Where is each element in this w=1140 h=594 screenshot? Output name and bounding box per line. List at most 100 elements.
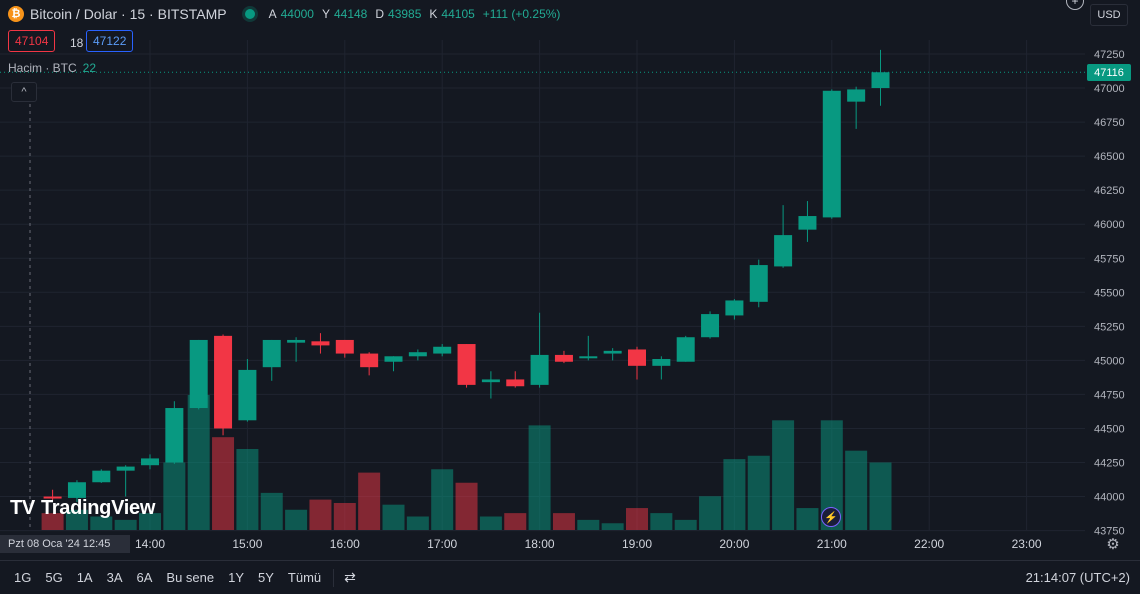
candle-body [798,216,817,230]
volume-bar [41,513,64,530]
candle-body [92,470,111,483]
volume-bar [236,449,259,530]
candle-body [214,335,233,429]
candle-body [701,314,720,338]
price-tick-label: 46250 [1094,185,1125,197]
volume-bar [163,462,186,530]
price-tick-label: 46750 [1094,117,1125,129]
candle-body [603,350,622,354]
candle-body [408,352,427,357]
ohlc-label-close: K [429,7,438,21]
volume-bar [187,395,210,530]
volume-bar [820,420,843,530]
candle-body [725,300,744,316]
volume-bar [626,508,648,530]
range-all-button[interactable]: Tümü [287,570,322,585]
volume-bar [552,513,575,530]
candle-body [116,466,135,471]
candle-body [433,346,452,354]
date-range-calendar-icon[interactable]: ⇄ [344,569,356,585]
range-ytd-button[interactable]: Bu sene [166,570,215,585]
sell-price-button[interactable]: 47104 [8,30,56,52]
price-tick-label: 45000 [1094,355,1125,367]
ohlc-value-open: 44000 [280,7,314,21]
volume-bar [309,499,332,530]
collapse-legend-chevron-up-icon[interactable]: ^ [11,82,37,102]
tradingview-logo-text: TradingView [40,497,156,519]
price-tick-label: 44750 [1094,389,1125,401]
lightning-bolt-icon[interactable]: ⚡ [821,507,841,527]
candle-body [652,359,671,366]
price-tick-label: 44000 [1094,492,1125,504]
volume-bar [90,516,113,530]
ohlc-value-close: 44105 [441,7,475,21]
bottom-toolbar: 1G 5G 1A 3A 6A Bu sene 1Y 5Y Tümü ⇄ 21:1… [0,560,1140,594]
range-1a-button[interactable]: 1A [76,570,93,585]
time-tick-label: 14:00 [135,537,165,551]
candle-body [749,265,768,302]
range-6a-button[interactable]: 6A [136,570,153,585]
volume-bar [699,496,722,530]
volume-value: 22 [82,61,97,75]
candle-body [676,337,695,362]
volume-bar [504,513,527,530]
range-5y-button[interactable]: 5Y [258,570,274,585]
tradingview-logo-mark-icon: TV [10,497,35,519]
price-tick-label: 45500 [1094,287,1125,299]
volume-bar [479,516,502,530]
currency-selector[interactable]: USD [1090,4,1128,26]
candle-body [43,496,62,499]
time-tick-label: 16:00 [330,537,360,551]
price-tick-label: 43750 [1094,526,1125,538]
candle-body [360,353,379,368]
price-tick-label: 44250 [1094,458,1125,470]
volume-bar [869,462,892,530]
price-tick-label: 46500 [1094,151,1125,163]
range-1y-button[interactable]: 1Y [228,570,245,585]
time-tick-label: 20:00 [719,537,749,551]
buy-price-button[interactable]: 47122 [86,30,134,52]
price-tick-label: 47250 [1094,49,1125,61]
bitcoin-icon: ₿ [8,6,24,22]
candle-body [457,344,476,385]
time-tick-label: 19:00 [622,537,652,551]
volume-bar [212,437,235,530]
volume-bar [139,513,161,530]
symbol-header[interactable]: ₿ Bitcoin / Dolar · 15 · BITSTAMP A 44000… [8,4,564,24]
candle-body [189,339,208,409]
price-chart[interactable]: 47250 47000 46750 46500 46250 46000 45750 45500… [0,0,1140,560]
volume-label: Hacim · BTC [8,61,77,75]
ohlc-value-low: 43985 [388,7,422,21]
candle-body [262,339,281,368]
spread-value: 18 [70,36,84,50]
range-3a-button[interactable]: 3A [106,570,123,585]
volume-bar [577,519,600,530]
candle-body [554,354,573,362]
candlestick-series [43,49,890,502]
volume-bar [406,516,429,530]
toolbar-divider [333,568,335,587]
price-tick-label: 45750 [1094,253,1125,265]
candle-body [506,379,525,387]
volume-bars [41,395,892,530]
candle-body [481,379,500,383]
crosshair-date-label: Pzt 08 Oca '24 12:45 [0,535,130,553]
range-5g-button[interactable]: 5G [45,570,63,585]
price-axis: 47250 47000 46750 46500 46250 46000 45750 45500… [1094,49,1125,538]
volume-legend[interactable]: Hacim · BTC 22 [8,61,96,75]
volume-bar [601,523,624,530]
price-tick-label: 44500 [1094,423,1125,435]
volume-bar [772,420,795,530]
timezone-clock[interactable]: 21:14:07 (UTC+2) [1025,570,1130,585]
volume-bar [431,469,454,530]
time-tick-label: 15:00 [232,537,262,551]
volume-bar [455,482,478,530]
tradingview-logo[interactable]: TV TradingView [10,497,155,520]
candle-body [384,356,403,362]
candle-body [67,482,86,498]
volume-bar [528,425,551,530]
gear-icon[interactable]: ⚙ [1106,536,1120,553]
volume-bar [260,492,283,530]
symbol-title[interactable]: Bitcoin / Dolar · 15 · BITSTAMP [30,6,227,22]
range-1g-button[interactable]: 1G [14,570,32,585]
